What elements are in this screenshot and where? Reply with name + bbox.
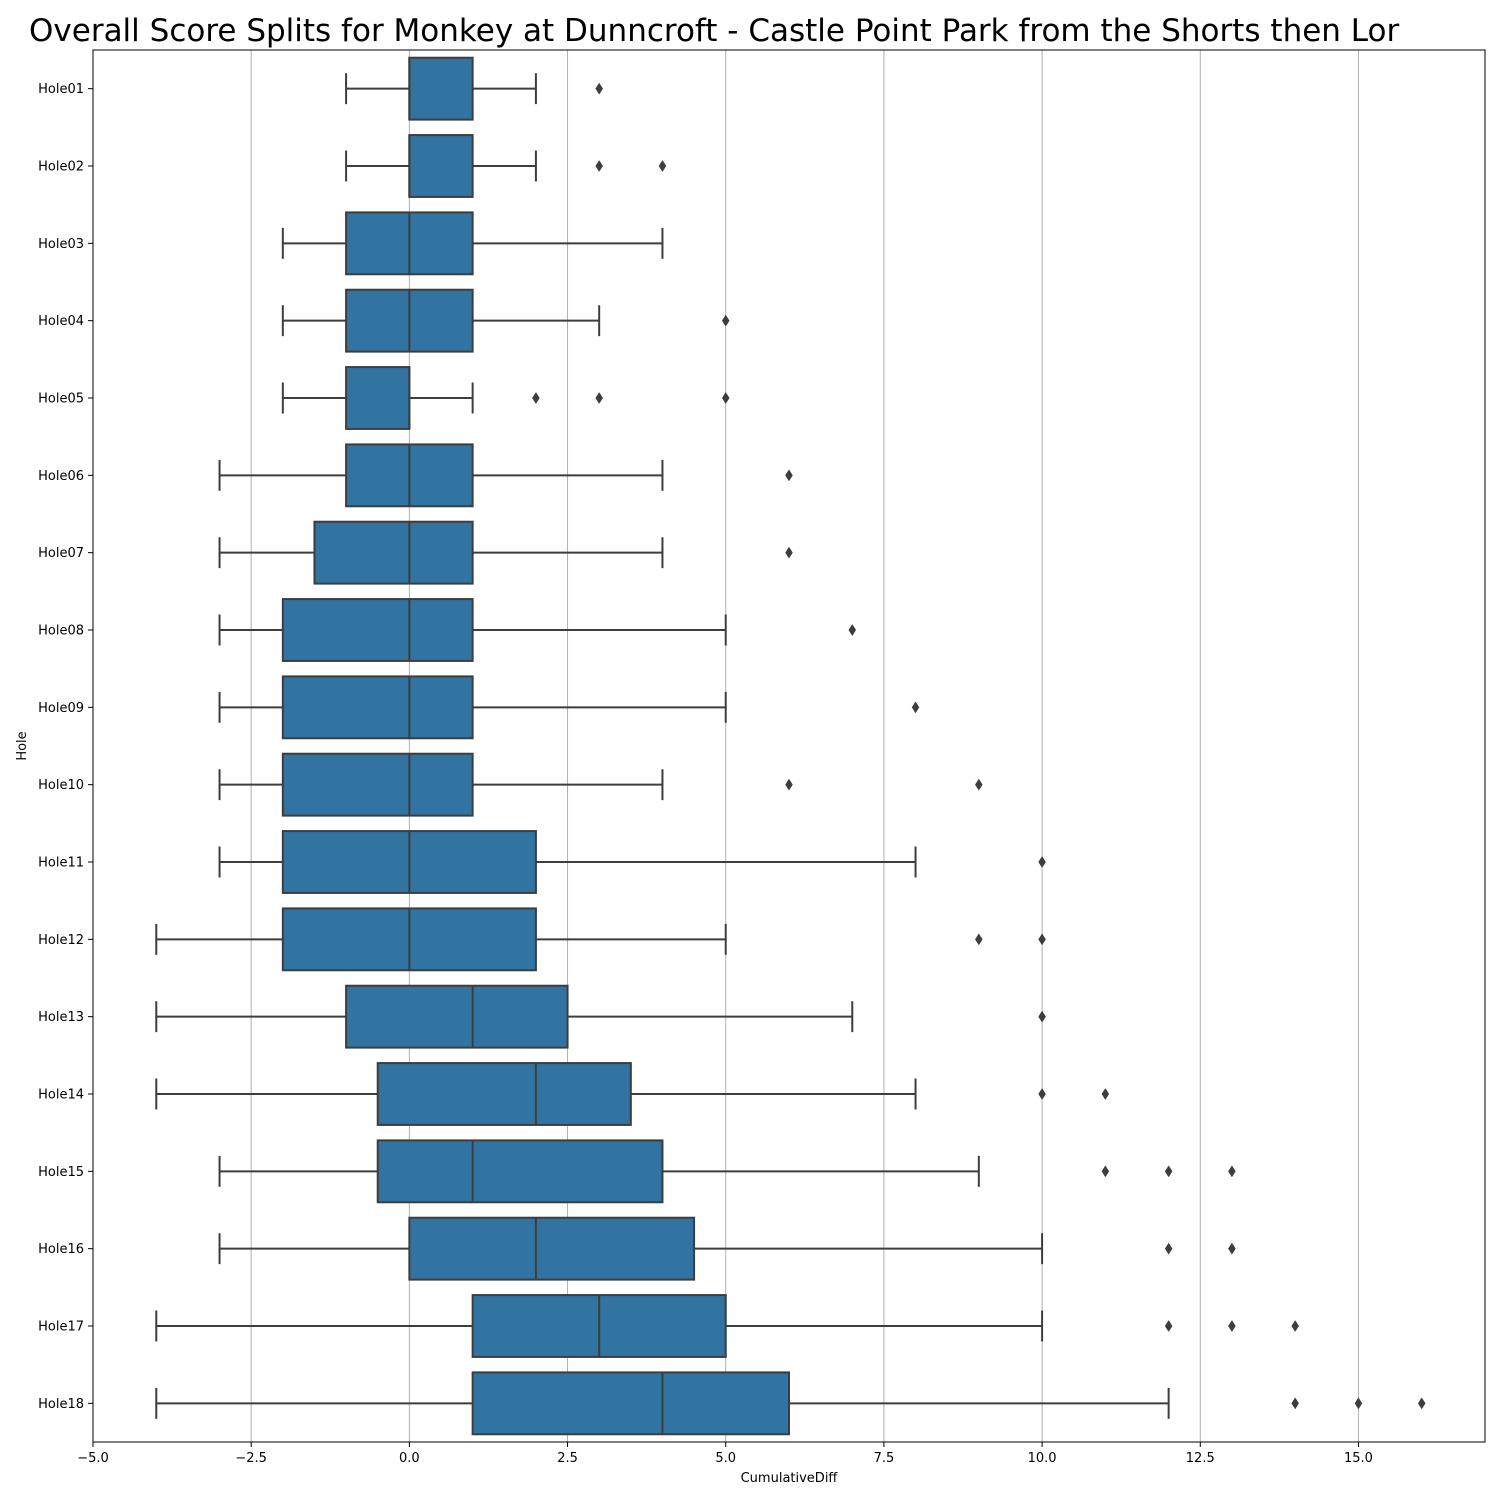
- flier-point-0: [1038, 856, 1046, 868]
- flier-point-0: [975, 933, 983, 946]
- x-tick-label-3: 2.5: [557, 1451, 578, 1466]
- box: [376, 1062, 632, 1126]
- x-tick-label-8: 15.0: [1344, 1451, 1373, 1466]
- box-group-hole03: [281, 211, 664, 276]
- flier-point-2: [721, 392, 730, 404]
- y-tick-label-7: Hole08: [38, 624, 84, 639]
- flier-point-0: [785, 546, 793, 559]
- y-tick-label-14: Hole15: [38, 1165, 84, 1180]
- y-tick-label-3: Hole04: [38, 314, 84, 329]
- flier-point-1: [1101, 1088, 1110, 1100]
- box-group-hole07: [218, 520, 793, 585]
- flier-point-1: [1038, 933, 1046, 946]
- y-tick-label-9: Hole10: [38, 778, 84, 793]
- box-group-hole18: [155, 1371, 1426, 1436]
- x-tick-label-5: 7.5: [874, 1451, 895, 1466]
- x-tick-label-2: 0.0: [399, 1451, 420, 1466]
- flier-point-0: [1101, 1165, 1110, 1178]
- flier-point-0: [1038, 1088, 1046, 1100]
- box-group-hole09: [218, 675, 920, 740]
- y-tick-label-12: Hole13: [38, 1010, 84, 1025]
- y-tick-label-8: Hole09: [38, 701, 84, 716]
- box-group-hole08: [218, 598, 857, 662]
- flier-point-0: [1164, 1242, 1173, 1255]
- y-tick-label-1: Hole02: [38, 160, 84, 175]
- flier-point-1: [595, 392, 603, 404]
- flier-point-0: [1291, 1397, 1299, 1410]
- box-group-hole04: [281, 288, 730, 353]
- y-tick-label-13: Hole14: [38, 1088, 84, 1103]
- flier-point-0: [721, 314, 730, 327]
- flier-point-1: [1228, 1242, 1236, 1255]
- box-group-hole17: [155, 1294, 1299, 1358]
- box: [281, 752, 474, 817]
- box-group-hole10: [218, 752, 983, 817]
- y-tick-label-15: Hole16: [38, 1242, 84, 1257]
- flier-point-0: [911, 701, 920, 714]
- box-group-hole16: [218, 1216, 1236, 1281]
- box: [376, 1139, 664, 1204]
- box-group-hole05: [281, 366, 730, 430]
- box: [345, 984, 569, 1049]
- flier-point-1: [1164, 1165, 1173, 1178]
- x-tick-label-1: −2.5: [235, 1451, 267, 1466]
- y-axis-label: Hole: [15, 731, 30, 760]
- box: [313, 520, 474, 585]
- x-axis: −5.0 −2.5 0.0 2.5 5.0 7.5 10.0 12.5 15.0: [77, 1442, 1373, 1466]
- x-tick-label-6: 10.0: [1028, 1451, 1057, 1466]
- y-tick-label-4: Hole05: [38, 392, 84, 407]
- box-layer: [155, 56, 1426, 1436]
- y-axis: Hole01 Hole02 Hole03 Hole04 Hole05 Hole06 Hole…: [38, 82, 93, 1412]
- y-tick-label-11: Hole12: [38, 933, 84, 948]
- y-tick-label-16: Hole17: [38, 1320, 84, 1335]
- box-group-hole02: [345, 134, 667, 198]
- flier-point-1: [975, 778, 983, 791]
- y-tick-label-0: Hole01: [38, 82, 84, 97]
- box-group-hole15: [218, 1139, 1236, 1204]
- flier-point-1: [1354, 1397, 1363, 1410]
- box-group-hole12: [155, 907, 1046, 972]
- flier-point-0: [532, 392, 540, 404]
- box: [408, 1216, 696, 1281]
- y-tick-label-5: Hole06: [38, 469, 84, 484]
- x-tick-label-7: 12.5: [1186, 1451, 1215, 1466]
- flier-point-0: [595, 160, 603, 172]
- flier-point-0: [848, 624, 857, 636]
- chart-title: Overall Score Splits for Monkey at Dunnc…: [29, 13, 1399, 49]
- box: [345, 366, 411, 430]
- y-tick-label-6: Hole07: [38, 546, 84, 561]
- x-tick-label-4: 5.0: [715, 1451, 736, 1466]
- flier-point-1: [1228, 1320, 1236, 1332]
- flier-point-0: [1038, 1010, 1046, 1023]
- box-group-hole11: [218, 830, 1046, 894]
- box: [408, 134, 474, 198]
- x-tick-label-0: −5.0: [77, 1451, 109, 1466]
- y-tick-label-17: Hole18: [38, 1397, 84, 1412]
- flier-point-2: [1291, 1320, 1299, 1332]
- flier-point-2: [1417, 1397, 1426, 1410]
- x-axis-label: CumulativeDiff: [741, 1471, 839, 1486]
- flier-point-0: [595, 82, 603, 95]
- box: [281, 598, 474, 662]
- box-group-hole14: [155, 1062, 1110, 1126]
- y-tick-label-2: Hole03: [38, 237, 84, 252]
- box-group-hole01: [345, 56, 603, 121]
- flier-point-0: [1164, 1320, 1173, 1332]
- box-group-hole13: [155, 984, 1046, 1049]
- grid-layer: [92, 50, 1359, 1442]
- box-group-hole06: [218, 443, 793, 508]
- flier-point-0: [785, 778, 793, 791]
- box: [408, 56, 474, 121]
- flier-point-0: [785, 469, 793, 482]
- y-tick-label-10: Hole11: [38, 856, 84, 871]
- plot-frame: [92, 49, 1486, 1443]
- flier-point-1: [658, 160, 667, 172]
- box: [281, 675, 474, 740]
- flier-point-2: [1228, 1165, 1236, 1178]
- box: [471, 1371, 790, 1436]
